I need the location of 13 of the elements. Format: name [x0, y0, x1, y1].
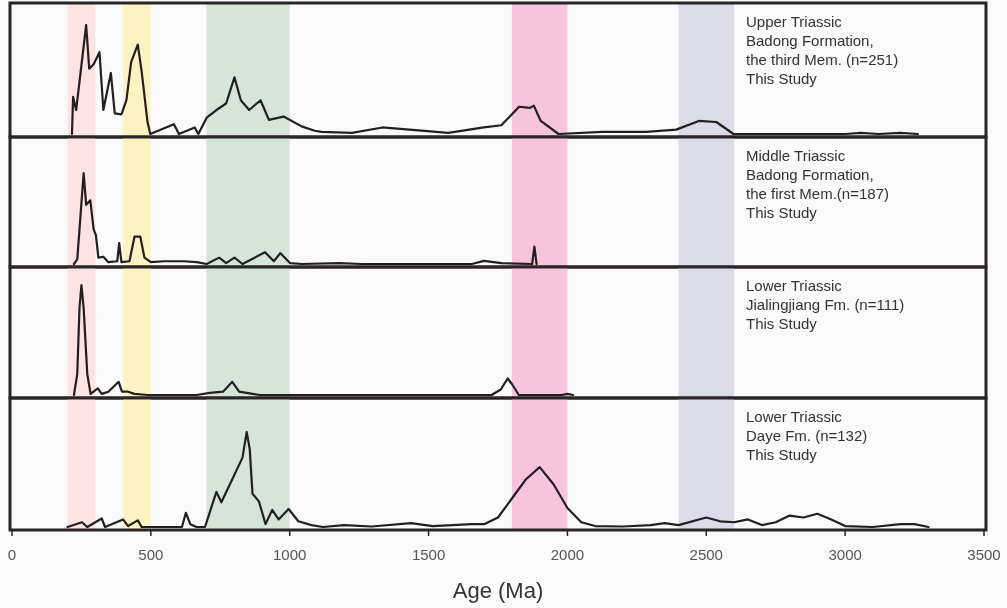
x-tick-label: 3000 — [828, 546, 862, 563]
x-tick-label: 500 — [138, 546, 164, 563]
x-tick-label: 3500 — [967, 546, 1001, 563]
annotation: Lower Triassic Daye Fm. (n=132) This Study — [746, 408, 868, 463]
x-axis-title: Age (Ma) — [452, 578, 544, 603]
annotation: Upper Triassic Badong Formation, the third Mem. (n=251) This Study — [746, 13, 899, 87]
annotation: Middle Triassic Badong Formation, the first Mem.(n=187) This Study — [746, 147, 889, 221]
x-tick-label: 1500 — [411, 546, 446, 563]
x-tick-label: 1000 — [273, 546, 307, 563]
x-tick-label: 0 — [7, 546, 17, 563]
x-tick-label: 2500 — [689, 546, 723, 563]
annotation: Lower Triassic Jialingjiang Fm. (n=111) This Study — [746, 277, 905, 332]
x-tick-label: 2000 — [550, 546, 585, 563]
